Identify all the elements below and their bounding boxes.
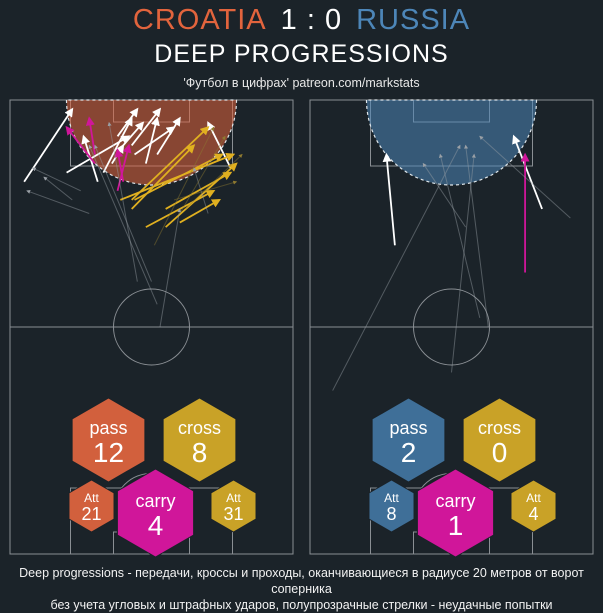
arrow-pass-26 (26, 190, 90, 214)
arrow-cross-18 (179, 198, 221, 224)
arrow-cross-35 (185, 153, 243, 210)
arrow-cross-14 (131, 125, 210, 201)
hex-att_right-label: Att (526, 491, 541, 505)
arrow-pass-8 (130, 107, 162, 146)
hex-att_left-label: Att (384, 491, 399, 505)
arrow-cross-19 (165, 162, 238, 228)
score: 1 : 0 (280, 4, 343, 36)
arrow-carry-20 (65, 125, 96, 165)
hex-att_right-value: 31 (223, 504, 243, 524)
hex-pass-value: 12 (93, 437, 124, 468)
arrow-pass-31 (107, 121, 138, 282)
arrow-pass-3 (332, 144, 461, 391)
hex-cross-value: 8 (192, 437, 208, 468)
hex-carry-label: carry (136, 491, 176, 511)
arrow-carry-23 (116, 143, 132, 192)
hex-att_right (210, 479, 257, 533)
arrow-carry-22 (114, 148, 125, 182)
deep-zone (365, 99, 538, 186)
hex-carry (416, 468, 495, 558)
arrow-pass-0 (382, 152, 396, 246)
chart-subtitle: DEEP PROGRESSIONS (154, 40, 449, 68)
hex-att_left-value: 8 (386, 504, 396, 524)
arrow-cross-15 (131, 144, 196, 210)
title-row: CROATIA 1 : 0 RUSSIA (0, 4, 603, 37)
arrow-pass-9 (134, 126, 176, 156)
home-team: CROATIA (132, 4, 267, 36)
arrow-cross-33 (179, 135, 226, 214)
arrow-pass-8 (464, 144, 489, 328)
hex-pass-value: 2 (401, 437, 417, 468)
arrow-pass-28 (88, 144, 158, 305)
footnote: Deep progressions - передачи, кроссы и п… (0, 565, 603, 613)
hex-cross-value: 0 (492, 437, 508, 468)
arrow-pass-4 (66, 135, 131, 174)
arrow-pass-24 (31, 167, 81, 192)
hex-pass (71, 397, 146, 483)
hex-cross-label: cross (178, 418, 221, 438)
arrow-pass-10 (156, 116, 181, 155)
hex-carry-value: 4 (148, 510, 164, 541)
arrow-pass-27 (94, 144, 152, 282)
hex-pass-label: pass (389, 418, 427, 438)
arrow-pass-5 (438, 153, 481, 319)
arrow-cross-32 (173, 180, 238, 201)
arrow-pass-1 (512, 134, 543, 210)
footnote-line-1: Deep progressions - передачи, кроссы и п… (19, 566, 584, 596)
hex-att_right (510, 479, 557, 533)
hex-att_right-value: 4 (528, 504, 538, 524)
hex-att_left-label: Att (84, 491, 99, 505)
away-team: RUSSIA (356, 4, 471, 36)
arrow-pass-0 (23, 107, 74, 183)
hex-cross (162, 397, 237, 483)
arrow-pass-6 (479, 135, 571, 219)
hex-att_left (368, 479, 415, 533)
hex-carry (116, 468, 195, 558)
arrow-pass-25 (43, 176, 73, 201)
hex-cross (462, 397, 537, 483)
footnote-line-2: без учета угловых и штрафных ударов, пол… (50, 598, 553, 612)
hex-carry-label: carry (436, 491, 476, 511)
arrow-pass-4 (451, 153, 476, 373)
hex-att_left (68, 479, 115, 533)
arrow-pass-3 (102, 116, 133, 174)
hex-pass-label: pass (89, 418, 127, 438)
arrow-pass-29 (159, 208, 182, 328)
arrow-pass-30 (192, 167, 209, 214)
center-circle (413, 288, 490, 366)
arrow-pass-7 (422, 162, 467, 228)
arrow-pass-5 (116, 107, 139, 137)
arrow-pass-6 (122, 121, 145, 146)
hex-pass (371, 397, 446, 483)
arrow-pass-7 (144, 116, 160, 164)
arrow-carry-21 (85, 116, 96, 155)
hex-att_left-value: 21 (81, 504, 101, 524)
center-circle (113, 288, 190, 366)
hex-carry-value: 1 (448, 510, 464, 541)
hex-att_right-label: Att (226, 491, 241, 505)
source-credit: 'Футбол в цифрах' patreon.com/markstats (183, 76, 420, 90)
arrow-cross-34 (153, 126, 215, 246)
hex-cross-label: cross (478, 418, 521, 438)
